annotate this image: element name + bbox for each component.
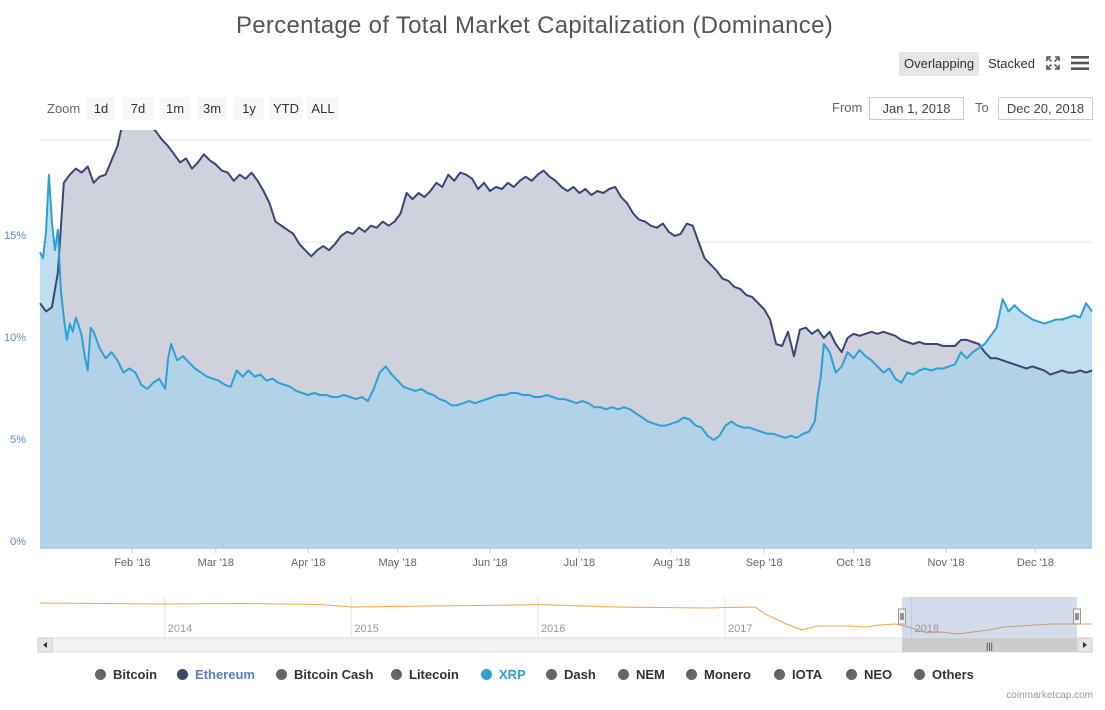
zoom-all-button[interactable]: ALL (307, 97, 339, 120)
navigator-selected-range[interactable] (902, 597, 1077, 638)
x-tick-label: Aug '18 (653, 557, 690, 569)
y-tick-label: 15% (4, 230, 26, 242)
legend-item-litecoin[interactable]: Litecoin (391, 667, 459, 682)
x-tick-label: Sep '18 (746, 557, 783, 569)
zoom-1d-button[interactable]: 1d (87, 97, 115, 120)
x-tick-label: Jun '18 (472, 557, 507, 569)
legend-label: Dash (564, 667, 596, 682)
chart-title: Percentage of Total Market Capitalizatio… (235, 12, 834, 39)
legend-marker-icon (546, 669, 557, 680)
legend-item-nem[interactable]: NEM (618, 667, 665, 682)
to-label: To (975, 100, 989, 115)
legend-label: Monero (704, 667, 751, 682)
navigator-year-label: 2014 (168, 623, 192, 635)
legend-marker-icon (177, 669, 188, 680)
x-tick-label: May '18 (379, 557, 417, 569)
legend-label: Litecoin (409, 667, 459, 682)
zoom-ytd-button[interactable]: YTD (269, 97, 303, 120)
scrollbar-grip-icon: ||| (986, 641, 993, 651)
scroll-right-arrow-icon (1083, 642, 1087, 648)
series-area-xrp (40, 174, 1092, 548)
legend-marker-icon (618, 669, 629, 680)
x-tick-label: Jul '18 (564, 557, 595, 569)
overlapping-mode-button[interactable]: Overlapping (899, 52, 980, 76)
from-date-input[interactable]: Jan 1, 2018 (869, 97, 964, 120)
navigator-scrollbar-thumb[interactable] (902, 638, 1077, 652)
to-date-input[interactable]: Dec 20, 2018 (998, 97, 1093, 120)
x-tick-label: Apr '18 (291, 557, 326, 569)
x-tick-label: Dec '18 (1017, 557, 1054, 569)
fullscreen-icon[interactable] (1045, 55, 1061, 71)
legend-marker-icon (846, 669, 857, 680)
stacked-mode-button[interactable]: Stacked (988, 56, 1035, 71)
navigator-series-line (39, 602, 1092, 635)
y-tick-label: 0% (10, 536, 26, 548)
navigator-year-label: 2016 (541, 623, 565, 635)
scroll-left-arrow-icon (43, 642, 47, 648)
legend-item-others[interactable]: Others (914, 667, 974, 682)
series-line-ethereum (39, 130, 1093, 376)
navigator-year-label: 2015 (354, 623, 378, 635)
zoom-7d-button[interactable]: 7d (123, 97, 153, 120)
legend-label: Bitcoin Cash (294, 667, 374, 682)
legend-item-monero[interactable]: Monero (686, 667, 751, 682)
series-line-xrp (39, 173, 1093, 441)
dominance-chart: 0% 5% 10% 15% Feb '18 Mar '18 Apr '18 May '18 J… (4, 130, 1093, 569)
x-tick-label: Feb '18 (114, 557, 150, 569)
legend-label: Others (932, 667, 974, 682)
legend-marker-icon (95, 669, 106, 680)
legend-label: IOTA (792, 667, 823, 682)
y-tick-label: 10% (4, 332, 26, 344)
legend-item-bitcoin[interactable]: Bitcoin (95, 667, 157, 682)
legend-label: XRP (499, 667, 526, 682)
y-tick-label: 5% (10, 434, 26, 446)
legend-marker-icon (481, 669, 492, 680)
zoom-1m-button[interactable]: 1m (160, 97, 190, 120)
from-label: From (832, 100, 863, 115)
legend-item-iota[interactable]: IOTA (774, 667, 822, 682)
legend-label: NEO (864, 667, 893, 682)
legend-marker-icon (914, 669, 925, 680)
legend-marker-icon (276, 669, 287, 680)
zoom-1y-button[interactable]: 1y (234, 97, 264, 120)
x-tick-label: Mar '18 (198, 557, 234, 569)
hamburger-menu-icon[interactable] (1070, 55, 1090, 71)
legend-item-bitcoin-cash[interactable]: Bitcoin Cash (276, 667, 373, 682)
legend-item-neo[interactable]: NEO (846, 667, 892, 682)
navigator-right-handle[interactable] (1073, 608, 1081, 625)
legend-label: Ethereum (195, 667, 255, 682)
legend-label: Bitcoin (113, 667, 158, 682)
navigator[interactable]: 2014 2015 2016 2017 2018 ||| (0, 594, 1105, 654)
legend-item-ethereum[interactable]: Ethereum (177, 667, 255, 682)
legend-item-xrp[interactable]: XRP (481, 667, 526, 682)
credits-link[interactable]: coinmarketcap.com (1006, 690, 1093, 701)
x-tick-label: Oct '18 (836, 557, 871, 569)
legend-item-dash[interactable]: Dash (546, 667, 596, 682)
legend-marker-icon (686, 669, 697, 680)
legend-label: NEM (636, 667, 665, 682)
legend-marker-icon (391, 669, 402, 680)
zoom-label: Zoom (47, 101, 81, 116)
x-tick-label: Nov '18 (927, 557, 964, 569)
navigator-year-label: 2018 (915, 623, 939, 635)
navigator-left-handle[interactable] (898, 608, 906, 625)
navigator-year-label: 2017 (728, 623, 752, 635)
legend-marker-icon (774, 669, 785, 680)
zoom-3m-button[interactable]: 3m (197, 97, 227, 120)
